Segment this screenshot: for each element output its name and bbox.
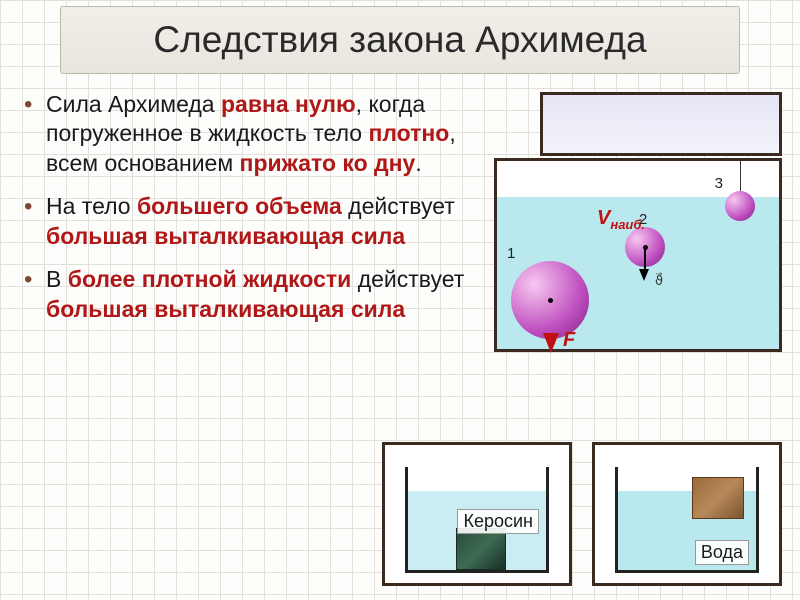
bullet-1-pre: Сила Архимеда [46,91,221,117]
bullet-2-em1: большего объема [137,193,342,219]
bullet-2: На тело большего объема действует больша… [18,192,488,251]
bullet-3-em1: более плотной жидкости [68,266,352,292]
block-sunk [456,528,506,570]
bullet-2-mid1: действует [342,193,455,219]
bullet-2-pre: На тело [46,193,137,219]
bullet-3: В более плотной жидкости действует больш… [18,265,488,324]
v-sub: наиб. [610,217,645,232]
ball-3 [725,191,755,221]
page-title: Следствия закона Архимеда [153,19,646,61]
bullet-1: Сила Архимеда равна нулю, когда погружен… [18,90,488,178]
arrow-force-icon [543,333,559,353]
bullet-1-em2: плотно [368,120,449,146]
block-floating [692,477,744,519]
panel-kerosene: Керосин [382,442,572,586]
string-ball3 [740,161,742,193]
panel-volume-diagram: 3 2 ϑ⃗ 1 Vнаиб. F [494,158,782,352]
label-1: 1 [507,245,515,262]
panel-water: Вода [592,442,782,586]
bullet-3-em2: большая выталкивающая сила [46,296,405,322]
v-letter: V [597,207,610,229]
bullet-3-pre: В [46,266,68,292]
arrow-down-icon [639,269,649,281]
panel-top-right [540,92,782,156]
bullet-1-em1: равна нулю [221,91,356,117]
f-label: F [563,329,575,352]
title-box: Следствия закона Архимеда [60,6,740,74]
label-3: 3 [715,175,723,192]
bullet-2-em2: большая выталкивающая сила [46,223,405,249]
bullet-content: Сила Архимеда равна нулю, когда погружен… [18,90,488,338]
caption-kerosene: Керосин [457,509,539,534]
v-label: Vнаиб. [597,207,645,232]
bullet-3-mid1: действует [351,266,464,292]
bullet-1-em3: прижато ко дну [240,150,416,176]
v-small-label: ϑ⃗ [655,273,663,289]
bullet-1-post: . [415,150,421,176]
dot-ball1 [548,298,553,303]
caption-water: Вода [695,540,749,565]
arrow-stem-ball2 [644,249,646,271]
